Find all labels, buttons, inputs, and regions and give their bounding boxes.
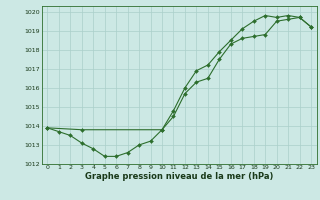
X-axis label: Graphe pression niveau de la mer (hPa): Graphe pression niveau de la mer (hPa) [85, 172, 273, 181]
